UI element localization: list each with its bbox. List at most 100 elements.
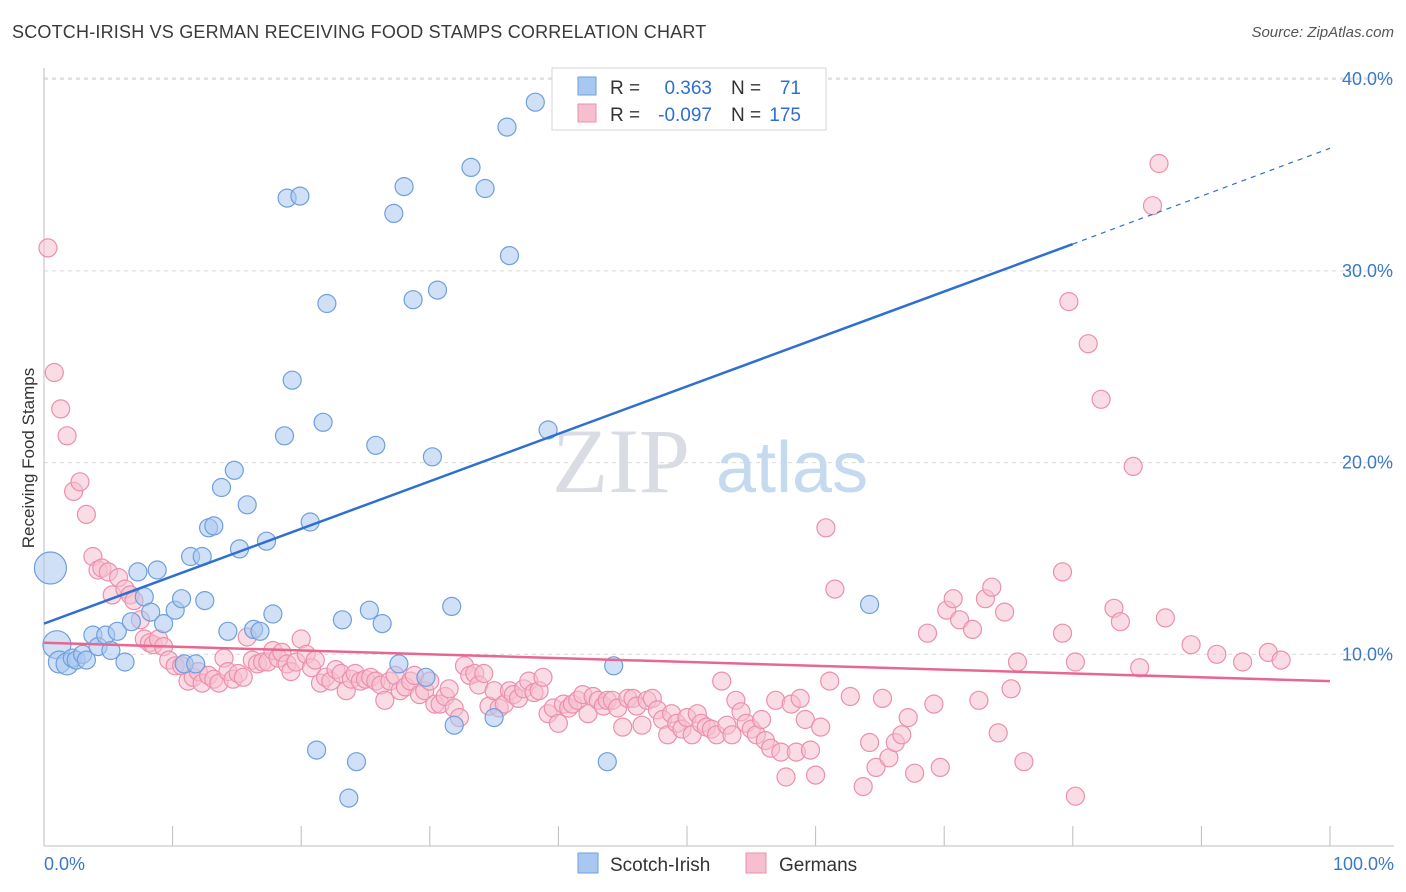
- trend-lines: [43, 147, 1331, 683]
- legend-swatch-scotch-irish-bottom: [577, 852, 599, 874]
- scotch-irish-point: [307, 740, 327, 760]
- y-tick-label-30: 30.0%: [1342, 261, 1393, 281]
- germans-point: [994, 602, 1015, 622]
- scotch-irish-point: [416, 667, 436, 687]
- germans-point: [1123, 456, 1143, 476]
- germans-point: [38, 238, 58, 258]
- scotch-irish-point: [33, 551, 68, 585]
- scotch-irish-point: [195, 590, 215, 611]
- germans-point: [44, 362, 64, 383]
- scotch-irish-point: [154, 613, 174, 634]
- germans-point: [982, 577, 1002, 597]
- y-tick-label-20: 20.0%: [1342, 453, 1393, 473]
- scotch-irish-point: [115, 652, 135, 672]
- chart-title: SCOTCH-IRISH VS GERMAN RECEIVING FOOD ST…: [12, 22, 707, 42]
- legend-label-germans: Germans: [779, 855, 857, 876]
- scotch-irish-point: [461, 157, 481, 177]
- legend-r-label-2: R =: [610, 105, 640, 126]
- source-credit: Source: ZipAtlas.com: [1251, 24, 1394, 41]
- germans-point: [1181, 635, 1201, 655]
- germans-point: [613, 717, 633, 737]
- germans-point: [548, 713, 569, 733]
- germans-point: [1007, 652, 1028, 672]
- scotch-irish-point: [525, 92, 545, 112]
- germans-point: [949, 610, 970, 630]
- scotch-irish-point: [389, 654, 409, 674]
- germans-point: [924, 694, 944, 714]
- germans-point: [820, 671, 840, 691]
- germans-point: [1091, 389, 1111, 409]
- legend-n-label-1: N =: [731, 78, 761, 99]
- germans-point: [988, 723, 1008, 743]
- germans-point: [1059, 292, 1079, 312]
- y-tick-labels: 10.0% 20.0% 30.0% 40.0%: [1342, 69, 1393, 664]
- germans-point: [70, 472, 90, 492]
- germans-point: [904, 763, 925, 783]
- germans-point: [816, 518, 836, 538]
- legend-swatch-germans-bottom: [745, 852, 767, 874]
- scotch-irish-point: [394, 177, 414, 197]
- scotch-irish-points: [33, 92, 880, 808]
- scotch-irish-point: [427, 280, 448, 300]
- scotch-irish-point: [128, 562, 148, 582]
- scotch-irish-point: [597, 752, 617, 772]
- scotch-irish-trendline: [43, 242, 1074, 625]
- scotch-irish-point: [237, 495, 257, 515]
- germans-point: [439, 679, 459, 699]
- scotch-irish-trendline-extension: [1072, 147, 1331, 245]
- germans-point: [917, 623, 938, 643]
- scotch-irish-point: [263, 604, 283, 624]
- germans-point: [1078, 334, 1098, 354]
- germans-point: [840, 686, 860, 707]
- x-ticks: [43, 826, 1331, 846]
- scotch-irish-point: [422, 447, 442, 467]
- scotch-irish-point: [366, 435, 386, 455]
- germans-point: [578, 704, 598, 724]
- scotch-irish-point: [859, 594, 880, 615]
- germans-point: [1149, 153, 1169, 174]
- legend-r-label-1: R =: [610, 78, 640, 99]
- y-tick-label-10: 10.0%: [1342, 644, 1393, 664]
- germans-point: [892, 725, 912, 745]
- x-tick-label-min: 0.0%: [44, 854, 85, 874]
- germans-point: [853, 776, 873, 797]
- germans-point: [776, 767, 796, 787]
- germans-point: [722, 725, 742, 745]
- scotch-irish-point: [218, 621, 238, 641]
- scotch-irish-point: [346, 752, 367, 772]
- scotch-irish-point: [332, 610, 352, 630]
- scotch-irish-point: [403, 290, 423, 310]
- germans-point: [1271, 650, 1291, 670]
- legend-r-value-1: 0.363: [664, 78, 712, 99]
- legend-n-label-2: N =: [731, 105, 761, 126]
- germans-point: [943, 589, 963, 609]
- germans-point: [712, 671, 732, 691]
- germans-point: [1052, 623, 1073, 643]
- scotch-irish-point: [384, 203, 404, 223]
- y-axis-label: Receiving Food Stamps: [19, 368, 38, 548]
- germans-point: [872, 688, 893, 709]
- germans-point: [805, 765, 826, 785]
- scotch-irish-point: [172, 589, 192, 609]
- scotch-irish-point: [141, 602, 161, 622]
- germans-point: [632, 715, 652, 735]
- germans-point: [795, 709, 815, 730]
- scotch-irish-point: [538, 420, 558, 440]
- scotch-irish-point: [147, 560, 167, 580]
- legend-label-scotch-irish: Scotch-Irish: [610, 855, 710, 876]
- y-tick-label-40: 40.0%: [1342, 69, 1393, 89]
- germans-point: [1110, 612, 1131, 632]
- scotch-irish-point: [204, 516, 224, 536]
- germans-point: [1052, 562, 1073, 582]
- legend-n-value-2: 175: [769, 105, 801, 126]
- scotch-irish-point: [475, 178, 495, 199]
- stats-legend: R = 0.363 N = 71 R = -0.097 N = 175: [551, 67, 827, 131]
- germans-point: [1001, 679, 1021, 699]
- germans-point: [751, 709, 772, 730]
- scotch-irish-point: [359, 600, 379, 620]
- scotch-irish-point: [211, 477, 232, 498]
- scotch-irish-point: [604, 656, 624, 676]
- scotch-irish-point: [282, 370, 302, 390]
- germans-point: [51, 399, 71, 419]
